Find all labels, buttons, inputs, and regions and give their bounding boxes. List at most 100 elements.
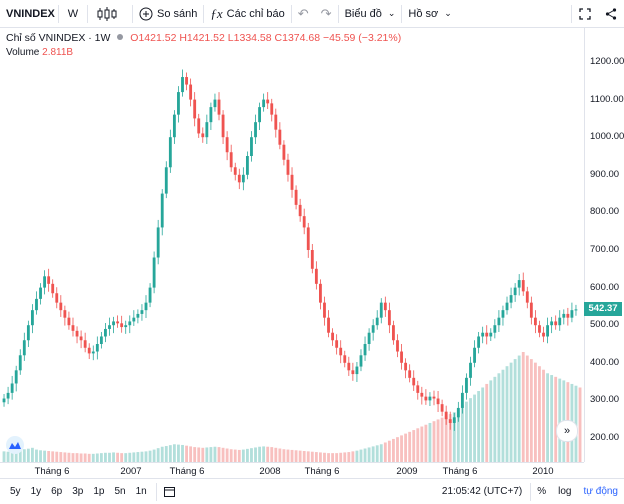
legend-low: L1334.58 xyxy=(227,32,272,44)
volume-bar xyxy=(47,451,51,462)
candle-body xyxy=(400,351,403,363)
range-5y-button[interactable]: 5y xyxy=(10,486,21,497)
scroll-to-realtime-button[interactable]: » xyxy=(556,420,578,442)
divider xyxy=(87,4,88,23)
price-tick-label: 300.00 xyxy=(590,394,620,406)
volume-bar xyxy=(294,450,298,462)
candle-body xyxy=(473,347,476,363)
time-axis[interactable]: Tháng 6 2007 Tháng 6 2008 Tháng 6 2009 Tháng 6… xyxy=(0,462,584,479)
interval-button[interactable]: W xyxy=(59,0,87,28)
volume-bar xyxy=(298,450,302,462)
candle-body xyxy=(67,317,71,326)
candle-body xyxy=(51,283,55,294)
candle-body xyxy=(87,347,91,354)
volume-bar xyxy=(554,376,558,462)
candle-body xyxy=(213,99,217,108)
range-6p-button[interactable]: 6p xyxy=(51,486,63,497)
clock-readout[interactable]: 21:05:42 (UTC+7) xyxy=(441,486,523,497)
chart-menu-button[interactable]: Biểu đồ ⌄ xyxy=(339,0,402,28)
undo-button[interactable]: ↶ xyxy=(292,0,315,28)
range-5n-button[interactable]: 5n xyxy=(114,486,126,497)
chevron-down-icon: ⌄ xyxy=(444,8,452,18)
volume-bar xyxy=(172,444,176,462)
fullscreen-button[interactable] xyxy=(572,0,598,28)
candle-body xyxy=(452,417,456,423)
price-tick-label: 400.00 xyxy=(590,356,620,368)
range-1n-button[interactable]: 1n xyxy=(135,486,147,497)
redo-button[interactable]: ↷ xyxy=(315,0,338,28)
volume-bar xyxy=(452,412,456,462)
tradingview-logo[interactable] xyxy=(6,436,24,454)
legend-high: H1421.52 xyxy=(179,32,225,44)
price-tick-label: 600.00 xyxy=(590,281,620,293)
volume-bar xyxy=(67,452,71,462)
volume-bar xyxy=(241,449,245,462)
volume-bar xyxy=(404,433,408,462)
volume-bar xyxy=(469,398,472,462)
range-1p-button[interactable]: 1p xyxy=(93,486,105,497)
volume-bar xyxy=(558,378,562,462)
candle-body xyxy=(177,92,180,115)
candle-body xyxy=(262,99,266,108)
candle-body xyxy=(444,411,448,420)
candle-body xyxy=(481,332,485,337)
profile-menu-button[interactable]: Hồ sơ ⌄ xyxy=(402,0,457,28)
chart-type-button[interactable] xyxy=(88,0,132,28)
candle-body xyxy=(217,99,221,115)
volume-bar xyxy=(128,452,132,462)
volume-bar xyxy=(229,449,233,462)
candle-body xyxy=(323,302,326,318)
volume-bar xyxy=(75,453,79,462)
log-scale-toggle[interactable]: log xyxy=(558,486,572,497)
volume-bar xyxy=(221,447,225,462)
time-tick-label: Tháng 6 xyxy=(442,466,478,477)
candle-body xyxy=(152,257,156,288)
volume-bar xyxy=(148,450,152,462)
share-button[interactable] xyxy=(598,0,624,28)
compare-button[interactable]: So sánh xyxy=(133,0,203,28)
candle-body xyxy=(193,99,197,119)
candle-body xyxy=(497,317,501,326)
price-chart[interactable] xyxy=(0,28,584,462)
volume-bar xyxy=(497,373,501,462)
candle-body xyxy=(489,332,493,337)
price-axis[interactable]: 1200.00 1100.00 1000.00 900.00 800.00 700.00 6… xyxy=(584,28,624,462)
volume-bar xyxy=(237,449,241,462)
candle-body xyxy=(460,392,464,408)
candle-body xyxy=(209,107,213,123)
symbol-search[interactable]: VNINDEX xyxy=(0,0,58,28)
redo-icon: ↷ xyxy=(320,5,332,21)
volume-bar xyxy=(319,452,322,462)
volume-bar xyxy=(550,375,554,462)
volume-bar xyxy=(95,453,99,462)
function-icon: ƒx xyxy=(210,5,223,21)
candle-body xyxy=(160,193,164,228)
range-3p-button[interactable]: 3p xyxy=(72,486,84,497)
candle-body xyxy=(383,302,387,311)
candle-body xyxy=(335,340,339,348)
volume-bar xyxy=(331,453,335,462)
candle-body xyxy=(306,227,310,250)
indicators-button[interactable]: ƒx Các chỉ báo xyxy=(204,0,290,28)
volume-bar xyxy=(387,440,391,462)
volume-bar xyxy=(310,451,314,462)
candle-body xyxy=(290,174,294,190)
volume-bar xyxy=(538,366,541,462)
volume-bar xyxy=(286,449,290,462)
range-1y-button[interactable]: 1y xyxy=(30,486,42,497)
volume-bar xyxy=(43,450,47,462)
percent-scale-toggle[interactable]: % xyxy=(537,486,547,497)
volume-bar xyxy=(18,449,22,462)
divider xyxy=(132,4,133,23)
volume-bar xyxy=(432,421,436,462)
candle-body xyxy=(43,276,47,288)
candle-body xyxy=(339,347,343,356)
auto-scale-toggle[interactable]: tự động xyxy=(583,486,619,497)
candle-body xyxy=(59,302,63,311)
ohlc-legend: Chỉ số VNINDEX · 1W O1421.52 H1421.52 L1… xyxy=(6,32,401,44)
volume-bar xyxy=(339,452,343,462)
candle-body xyxy=(554,321,558,326)
share-icon xyxy=(605,7,617,20)
goto-date-button[interactable] xyxy=(161,486,179,497)
volume-bar xyxy=(51,451,55,462)
